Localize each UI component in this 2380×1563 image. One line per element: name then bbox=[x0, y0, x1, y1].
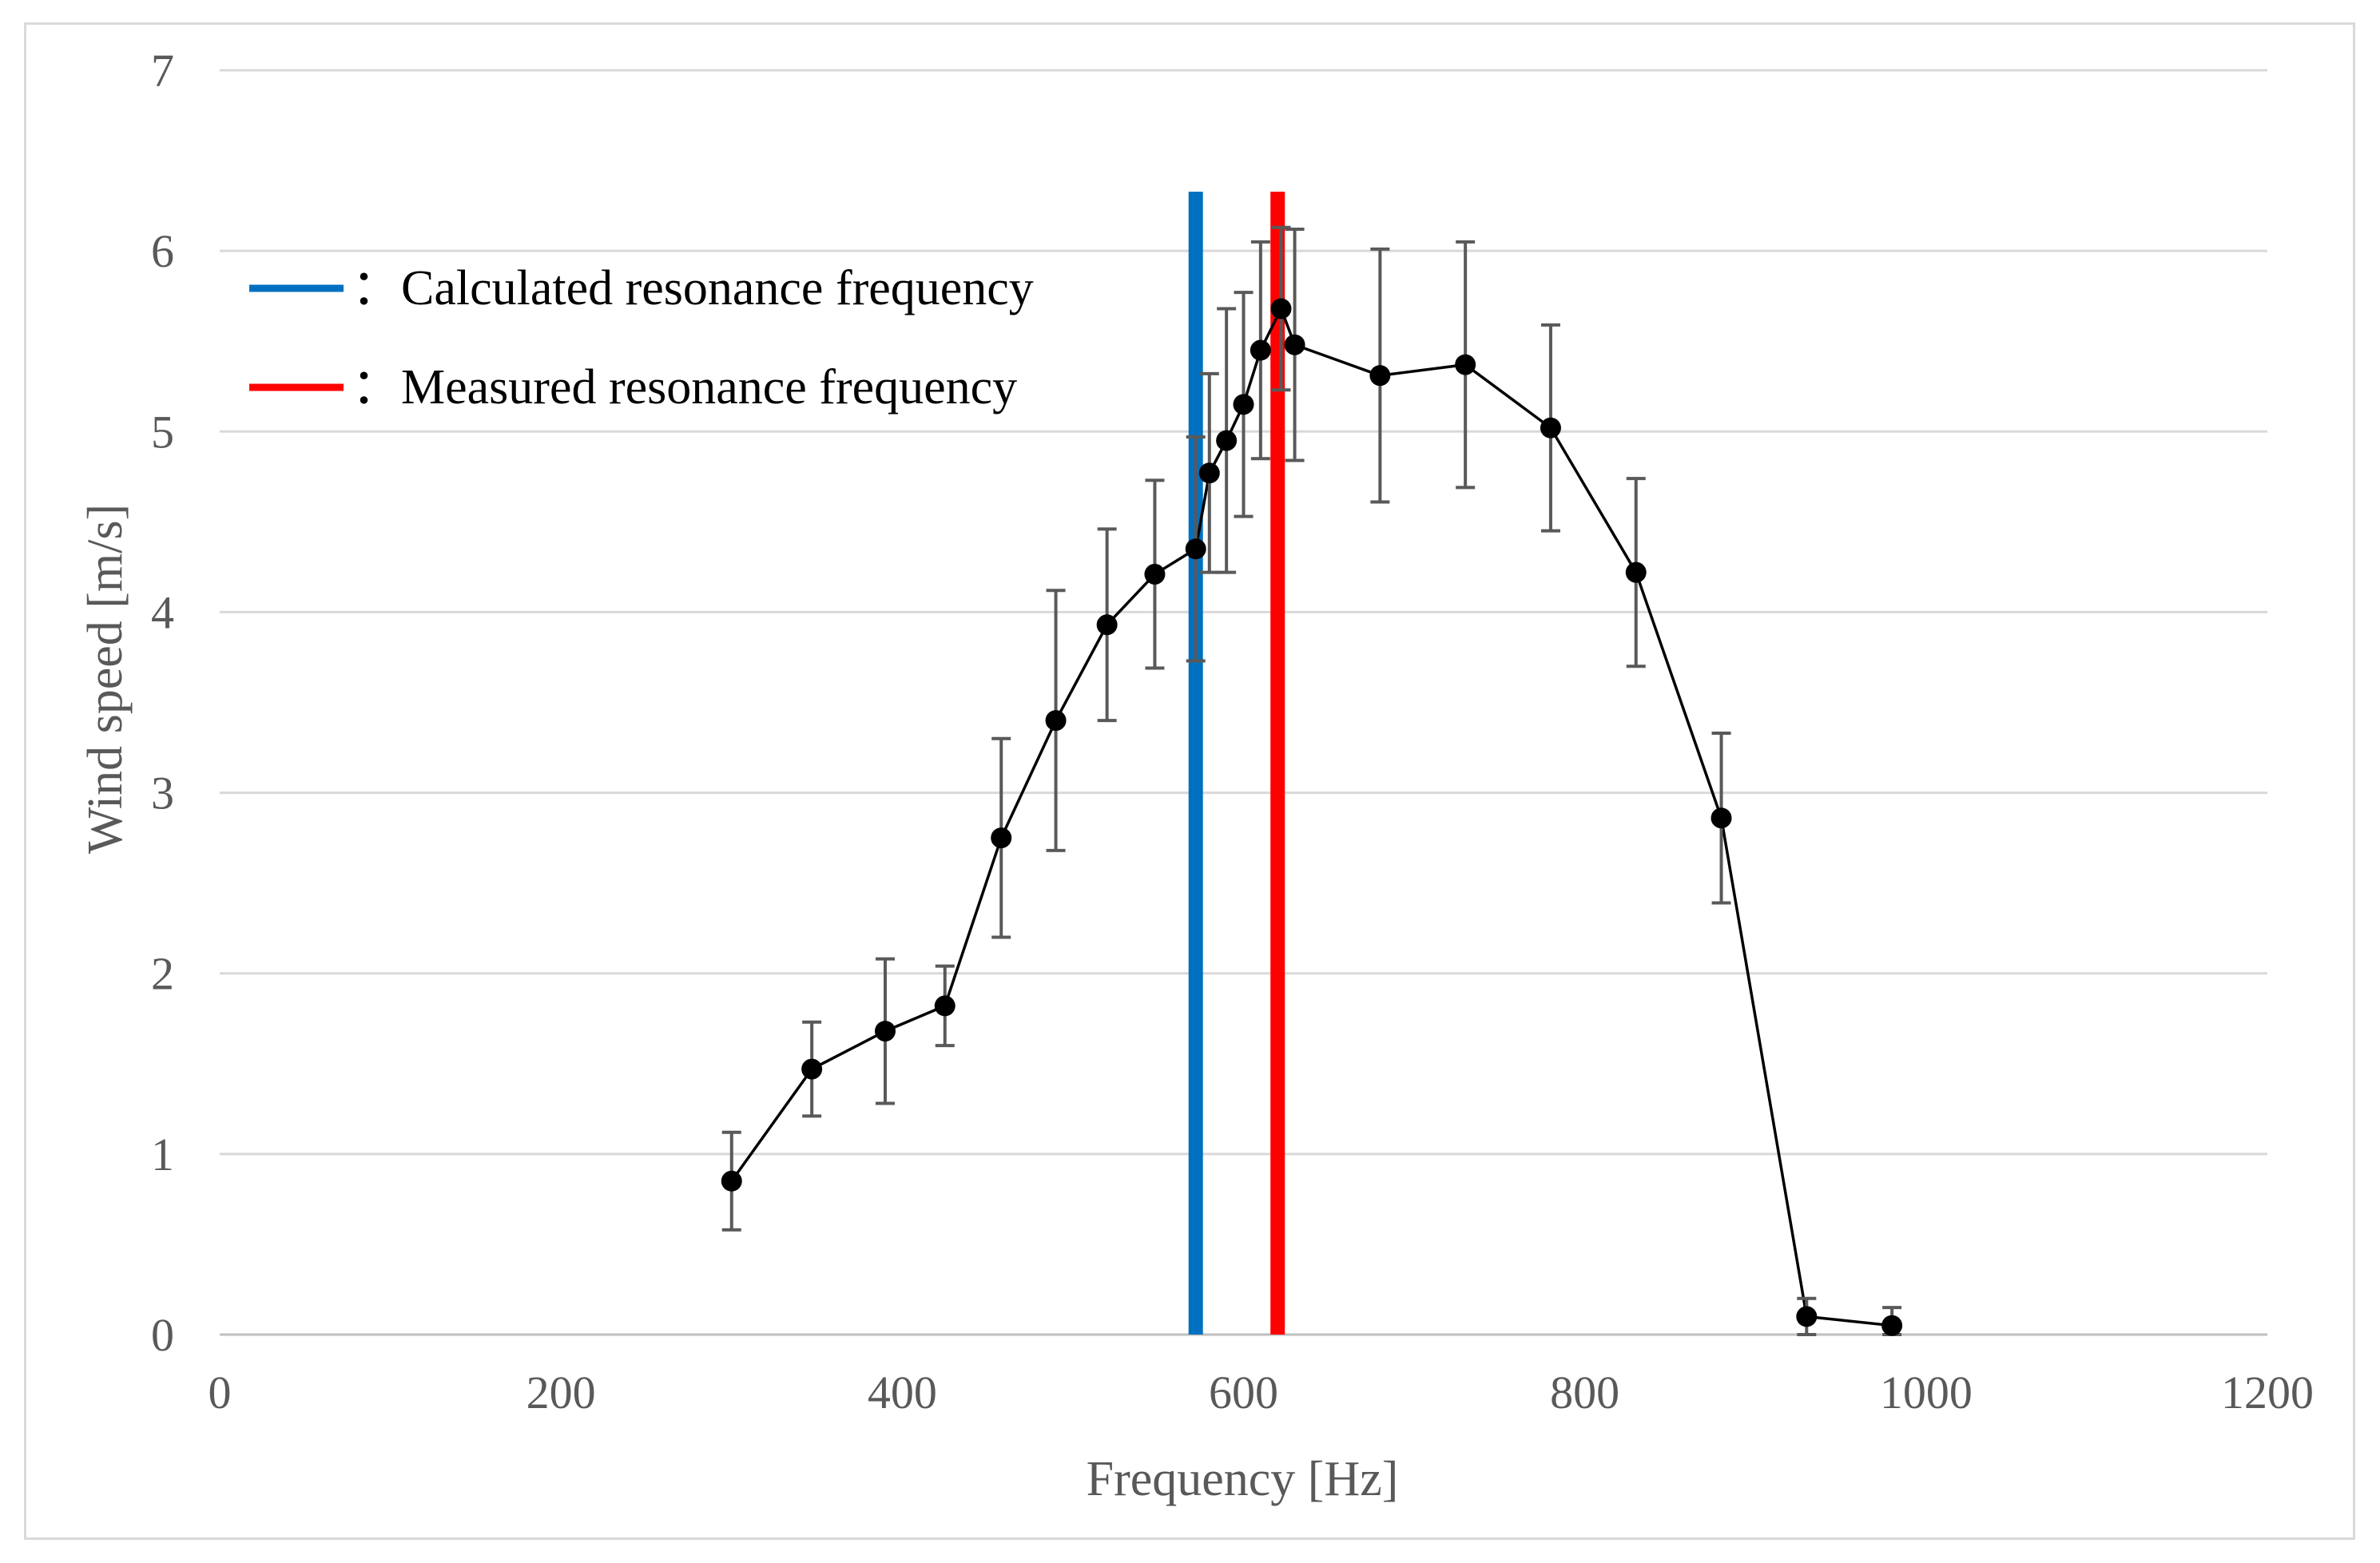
data-point bbox=[1216, 430, 1238, 451]
data-point bbox=[721, 1170, 742, 1192]
x-tick-label: 1200 bbox=[2221, 1367, 2314, 1418]
y-tick-label: 2 bbox=[151, 948, 174, 1000]
series-line bbox=[730, 305, 1893, 1327]
y-tick-label: 6 bbox=[151, 225, 174, 277]
data-point bbox=[1198, 462, 1220, 484]
data-point bbox=[1711, 807, 1732, 829]
data-point bbox=[1625, 561, 1647, 583]
legend-label-measured: ：Measured resonance frequency bbox=[352, 360, 1017, 415]
data-point bbox=[1045, 710, 1067, 732]
data-point bbox=[991, 827, 1012, 849]
tick-labels: 0 1 2 3 4 5 6 7 0 200 400 600 800 1000 1200 bbox=[151, 45, 2314, 1418]
legend-label-calculated: ：Calculated resonance frequency bbox=[352, 261, 1034, 315]
y-tick-label: 3 bbox=[151, 768, 174, 819]
y-tick-label: 5 bbox=[151, 406, 174, 458]
y-tick-label: 0 bbox=[151, 1309, 174, 1361]
resonance-lines bbox=[1188, 192, 1285, 1335]
gridlines bbox=[220, 69, 2267, 1336]
y-tick-label: 1 bbox=[151, 1129, 174, 1180]
data-point bbox=[1144, 563, 1166, 585]
data-point bbox=[1369, 365, 1391, 387]
data-point bbox=[801, 1058, 823, 1080]
x-axis-title: Frequency [Hz] bbox=[1087, 1452, 1399, 1506]
data-point bbox=[1185, 538, 1206, 560]
x-tick-label: 400 bbox=[868, 1367, 937, 1418]
data-series bbox=[721, 225, 1903, 1336]
data-point bbox=[1233, 394, 1254, 415]
data-point bbox=[1284, 334, 1305, 355]
x-tick-label: 200 bbox=[526, 1367, 596, 1418]
data-point bbox=[1796, 1306, 1818, 1327]
x-tick-label: 800 bbox=[1550, 1367, 1619, 1418]
x-tick-label: 0 bbox=[209, 1367, 232, 1418]
y-tick-label: 4 bbox=[151, 586, 174, 638]
data-point bbox=[934, 995, 956, 1017]
data-point bbox=[1250, 339, 1271, 361]
data-point bbox=[1455, 354, 1476, 375]
x-tick-label: 600 bbox=[1209, 1367, 1278, 1418]
data-point bbox=[1270, 298, 1292, 319]
data-point bbox=[1881, 1315, 1903, 1336]
data-point bbox=[1540, 417, 1561, 438]
x-tick-label: 1000 bbox=[1880, 1367, 1973, 1418]
data-point bbox=[1096, 614, 1118, 636]
data-point bbox=[874, 1021, 896, 1042]
y-axis-title: Wind speed [m/s] bbox=[78, 504, 133, 854]
legend: ：Calculated resonance frequency ：Measure… bbox=[249, 261, 1034, 415]
y-tick-label: 7 bbox=[151, 45, 174, 97]
